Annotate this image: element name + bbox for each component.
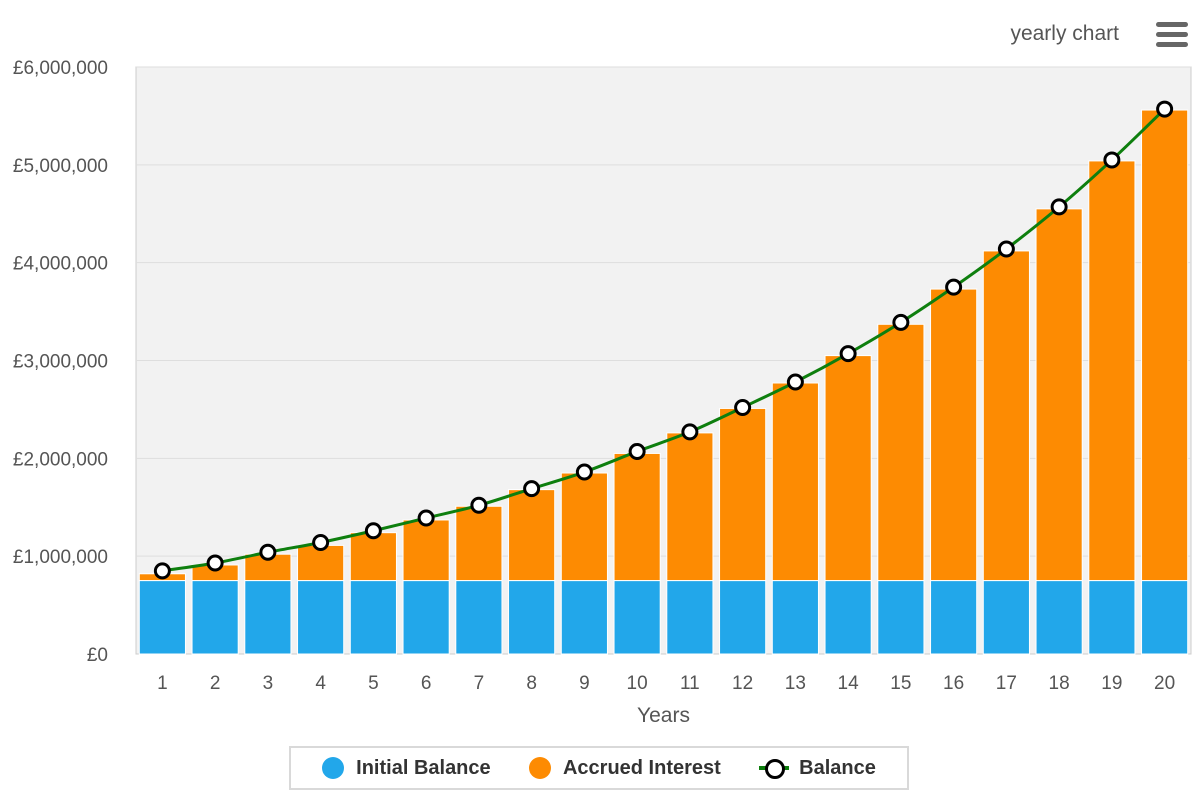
balance-point (1050, 198, 1068, 216)
balance-point (681, 423, 699, 441)
bar-accrued-interest (613, 452, 661, 582)
balance-point (364, 522, 382, 540)
hamburger-menu-icon[interactable] (1156, 22, 1188, 48)
balance-point (470, 496, 488, 514)
x-tick-label: 14 (838, 673, 860, 694)
bar-initial-balance (666, 580, 714, 655)
bar-initial-balance (349, 580, 397, 655)
bar-initial-balance (824, 580, 872, 655)
bar-initial-balance (560, 580, 608, 655)
bar-accrued-interest (930, 288, 978, 582)
x-tick-label: 19 (1101, 673, 1122, 694)
x-tick-label: 13 (785, 673, 806, 694)
chart-toolbar: yearly chart (0, 0, 1200, 62)
x-tick-label: 9 (579, 673, 590, 694)
balance-point (206, 554, 224, 572)
y-tick-label: £2,000,000 (13, 449, 108, 470)
bar-initial-balance (244, 580, 292, 655)
x-tick-label: 3 (263, 673, 274, 694)
bar-initial-balance (1141, 580, 1189, 655)
legend: Initial Balance Accrued Interest Balance (289, 746, 909, 790)
balance-point (417, 509, 435, 527)
balance-point (153, 562, 171, 580)
y-tick-label: £5,000,000 (13, 156, 108, 177)
y-tick-label: £0 (87, 645, 108, 666)
bar-initial-balance (297, 580, 345, 655)
x-tick-label: 5 (368, 673, 379, 694)
x-tick-label: 4 (315, 673, 326, 694)
balance-point (786, 373, 804, 391)
balance-point (997, 240, 1015, 258)
x-tick-label: 1 (157, 673, 168, 694)
bar-accrued-interest (402, 519, 450, 582)
chart-title: yearly chart (1010, 22, 1119, 45)
balance-point (312, 533, 330, 551)
bar-accrued-interest (771, 382, 819, 582)
x-tick-label: 17 (996, 673, 1017, 694)
x-tick-label: 18 (1049, 673, 1070, 694)
balance-point (628, 442, 646, 460)
balance-point (945, 278, 963, 296)
balance-line-symbol (759, 757, 790, 779)
legend-label: Initial Balance (356, 756, 491, 779)
x-tick-label: 15 (890, 673, 911, 694)
balance-point (892, 313, 910, 331)
legend-label: Balance (799, 756, 876, 779)
bar-initial-balance (613, 580, 661, 655)
bar-accrued-interest (349, 532, 397, 582)
y-tick-label: £6,000,000 (13, 58, 108, 79)
balance-point (1156, 100, 1174, 118)
bar-initial-balance (138, 580, 186, 655)
legend-item-balance[interactable]: Balance (759, 757, 876, 780)
legend-label: Accrued Interest (562, 756, 721, 779)
bar-accrued-interest (982, 250, 1030, 582)
bar-initial-balance (1088, 580, 1136, 655)
legend-item-initial-balance[interactable]: Initial Balance (322, 757, 491, 780)
bar-initial-balance (508, 580, 556, 655)
bar-initial-balance (877, 580, 925, 655)
bar-initial-balance (771, 580, 819, 655)
bar-accrued-interest (1088, 160, 1136, 582)
x-tick-label: 6 (421, 673, 432, 694)
x-tick-label: 2 (210, 673, 221, 694)
x-tick-label: 10 (627, 673, 648, 694)
balance-point (575, 463, 593, 481)
x-tick-label: 8 (526, 673, 537, 694)
accrued-interest-swatch (528, 757, 551, 779)
x-tick-label: 7 (474, 673, 485, 694)
x-tick-label: 12 (732, 673, 753, 694)
y-tick-label: £4,000,000 (13, 254, 108, 275)
bar-accrued-interest (560, 472, 608, 582)
bar-initial-balance (402, 580, 450, 655)
y-tick-label: £3,000,000 (13, 352, 108, 373)
bar-initial-balance (982, 580, 1030, 655)
balance-point (734, 398, 752, 416)
balance-point (523, 480, 541, 498)
bar-accrued-interest (1141, 109, 1189, 582)
bar-initial-balance (191, 580, 239, 655)
x-axis-title: Years (637, 704, 690, 727)
bar-initial-balance (930, 580, 978, 655)
x-tick-label: 16 (943, 673, 964, 694)
x-tick-label: 20 (1154, 673, 1175, 694)
bar-initial-balance (455, 580, 503, 655)
legend-item-accrued-interest[interactable]: Accrued Interest (528, 756, 721, 780)
y-tick-label: £1,000,000 (13, 547, 108, 568)
bar-accrued-interest (1035, 208, 1083, 582)
bar-accrued-interest (824, 355, 872, 582)
balance-point (1103, 151, 1121, 169)
balance-point (839, 345, 857, 363)
bar-accrued-interest (666, 432, 714, 582)
bar-accrued-interest (719, 407, 767, 582)
bar-accrued-interest (877, 323, 925, 582)
x-tick-label: 11 (680, 673, 700, 694)
bar-accrued-interest (455, 505, 503, 582)
bar-accrued-interest (508, 489, 556, 582)
chart-canvas: £0 £1,000,000 £2,000,000 £3,000,000 £4,000,0… (13, 58, 1192, 727)
initial-balance-swatch (322, 757, 345, 779)
bar-initial-balance (1035, 580, 1083, 655)
bar-initial-balance (719, 580, 767, 655)
balance-point (259, 543, 277, 561)
